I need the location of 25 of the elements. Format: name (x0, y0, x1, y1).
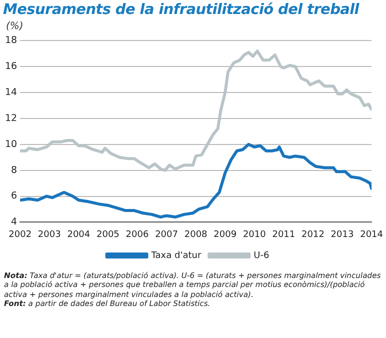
y-tick-label: 10 (4, 138, 18, 150)
x-tick-label: 2010 (242, 230, 266, 240)
legend-label: Taxa d'atur (150, 250, 202, 261)
chart-title: Mesuraments de la infrautilització del treball (3, 2, 360, 18)
x-tick-label: 2002 (8, 230, 32, 240)
y-tick-label: 14 (4, 87, 18, 98)
x-tick-label: 2003 (38, 230, 61, 240)
x-tick-label: 2013 (330, 230, 354, 240)
x-tick-label: 2012 (302, 230, 324, 240)
y-tick-label: 12 (4, 112, 18, 124)
y-tick-label: 18 (4, 35, 18, 46)
x-tick-label: 2008 (184, 230, 208, 240)
y-tick-label: 4 (11, 216, 18, 228)
y-tick-label: 16 (4, 61, 18, 72)
y-tick-label: 6 (11, 190, 18, 202)
y-tick-label: 8 (11, 164, 18, 176)
x-tick-label: 2011 (272, 230, 296, 240)
y-axis-title: (%) (6, 21, 24, 32)
x-tick-label: 2004 (67, 230, 90, 240)
x-tick-label: 2005 (96, 230, 120, 240)
x-tick-label: 2014 (360, 230, 384, 240)
x-tick-label: 2009 (214, 230, 237, 240)
x-tick-label: 2007 (155, 230, 178, 240)
legend-label: U-6 (254, 250, 270, 261)
x-tick-label: 2006 (126, 230, 149, 240)
